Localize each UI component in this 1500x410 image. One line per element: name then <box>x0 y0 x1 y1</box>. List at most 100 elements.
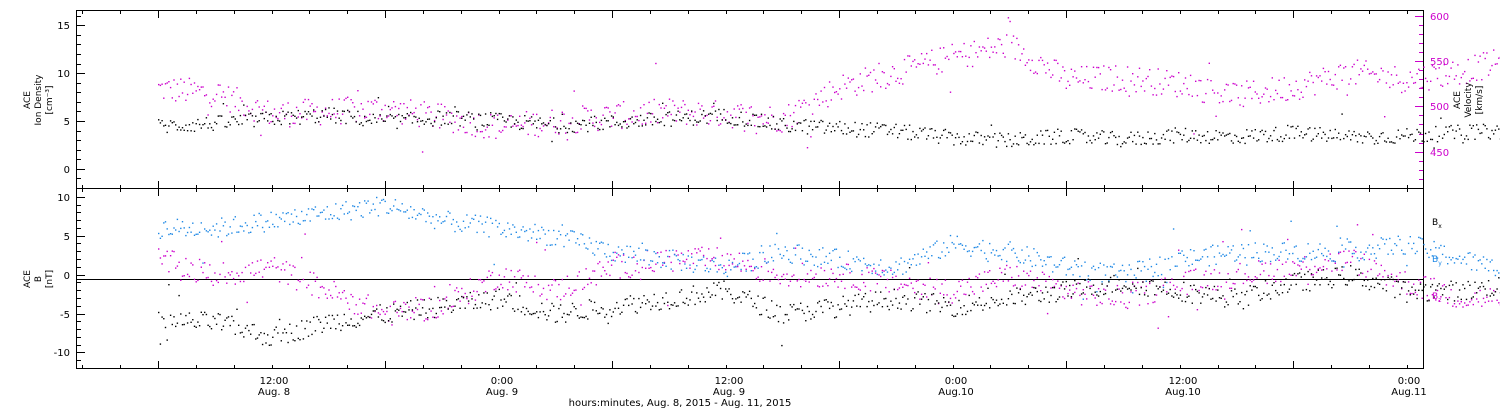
velocity-series-point <box>1256 93 1258 95</box>
velocity-series-point <box>1232 82 1234 85</box>
by-series-point <box>1212 244 1214 246</box>
bz-series-point <box>355 304 357 306</box>
density-series-point <box>1006 145 1008 148</box>
velocity-series-point <box>599 121 601 124</box>
by-series-point <box>881 271 884 274</box>
by-series-point <box>326 206 328 208</box>
velocity-series-point <box>738 108 741 110</box>
bz-series-point <box>394 300 397 303</box>
bz-series-point <box>294 266 296 269</box>
density-series-point <box>956 133 958 135</box>
density-series-point <box>1121 143 1124 145</box>
by-series-point <box>435 214 437 216</box>
density-series-point <box>1414 139 1417 141</box>
by-series-point <box>665 265 667 267</box>
bz-series-point <box>1343 250 1345 253</box>
by-series-point <box>1363 259 1365 261</box>
density-series-point <box>1493 133 1495 135</box>
velocity-series-point <box>1477 61 1480 63</box>
velocity-series-point <box>248 110 250 112</box>
bz-series-point <box>592 270 594 272</box>
bx-series-point <box>340 329 342 332</box>
bz-series-point <box>1169 281 1171 284</box>
density-series-point <box>982 143 984 146</box>
by-series-point <box>1074 260 1076 262</box>
density-series-point <box>1157 143 1159 145</box>
velocity-series-point <box>1026 62 1028 64</box>
density-series-point <box>834 130 836 132</box>
velocity-series-point <box>1029 69 1032 72</box>
bz-series-point <box>1198 289 1200 292</box>
velocity-series-point <box>1300 91 1302 93</box>
by-series-point <box>263 231 265 233</box>
bz-series-point <box>828 278 831 280</box>
density-series-point <box>1072 139 1074 141</box>
by-series-point <box>597 248 599 250</box>
by-series-point <box>1322 254 1325 257</box>
velocity-series-point <box>839 88 841 90</box>
bz-series-point <box>1174 288 1176 290</box>
bz-series-point <box>546 298 548 301</box>
bz-series-point <box>1491 300 1493 302</box>
density-series-point <box>1246 129 1248 131</box>
bx-series-point <box>376 308 378 310</box>
density-series-point <box>306 113 308 115</box>
by-series-point <box>1123 270 1125 272</box>
bz-series-point <box>563 295 565 297</box>
bz-series-point <box>326 297 328 299</box>
velocity-series-point <box>290 115 293 117</box>
bz-series-point <box>365 297 368 300</box>
density-series-point <box>1418 131 1420 133</box>
by-series-point <box>723 272 725 275</box>
velocity-series-point <box>1021 53 1023 55</box>
by-series-point <box>1195 259 1197 261</box>
velocity-series-point <box>1317 76 1319 79</box>
bz-series-point <box>1007 280 1010 282</box>
bx-series-point <box>275 326 277 328</box>
density-series-point <box>1232 142 1234 144</box>
density-series-point <box>1002 136 1004 138</box>
by-series-point <box>628 256 630 258</box>
density-series-point <box>328 107 330 109</box>
by-series-point <box>513 226 516 228</box>
by-series-point <box>1263 243 1265 245</box>
velocity-series-point <box>565 132 567 134</box>
by-series-point <box>1184 260 1187 263</box>
velocity-series-point <box>444 106 446 108</box>
density-series-point <box>461 117 463 119</box>
density-series-point <box>837 126 839 128</box>
bz-series-point <box>1276 268 1279 271</box>
velocity-series-point <box>1208 62 1210 64</box>
by-series-point <box>352 205 354 207</box>
by-series-point <box>539 237 541 240</box>
bz-series-point <box>442 313 444 315</box>
by-series-point <box>389 208 391 210</box>
density-series-point <box>1428 131 1430 133</box>
density-series-point <box>1344 134 1347 136</box>
bz-series-point <box>1424 276 1427 278</box>
bz-series-point <box>454 289 456 292</box>
bz-series-point <box>782 273 785 276</box>
density-series-point <box>1186 141 1188 143</box>
by-series-point <box>961 244 964 246</box>
bz-series-point <box>891 276 894 279</box>
by-series-point <box>891 273 894 275</box>
bz-series-point <box>628 276 630 278</box>
bz-series-point <box>709 260 712 262</box>
density-series-point <box>532 123 534 125</box>
velocity-series-point <box>760 115 763 117</box>
y-tick-label: 0 <box>64 271 70 282</box>
density-series-point <box>985 139 987 141</box>
bz-series-point <box>192 264 194 266</box>
velocity-series-point <box>209 102 211 104</box>
by-series-point <box>1419 237 1422 239</box>
velocity-series-point <box>457 129 460 131</box>
bz-series-point <box>1469 301 1471 303</box>
velocity-series-point <box>1375 73 1377 75</box>
density-series-point <box>1288 137 1291 139</box>
density-series-point <box>1206 131 1209 133</box>
density-series-point <box>1103 131 1105 133</box>
by-series-point <box>1152 275 1154 278</box>
bz-series-point <box>547 284 550 287</box>
velocity-series-point <box>263 105 265 107</box>
